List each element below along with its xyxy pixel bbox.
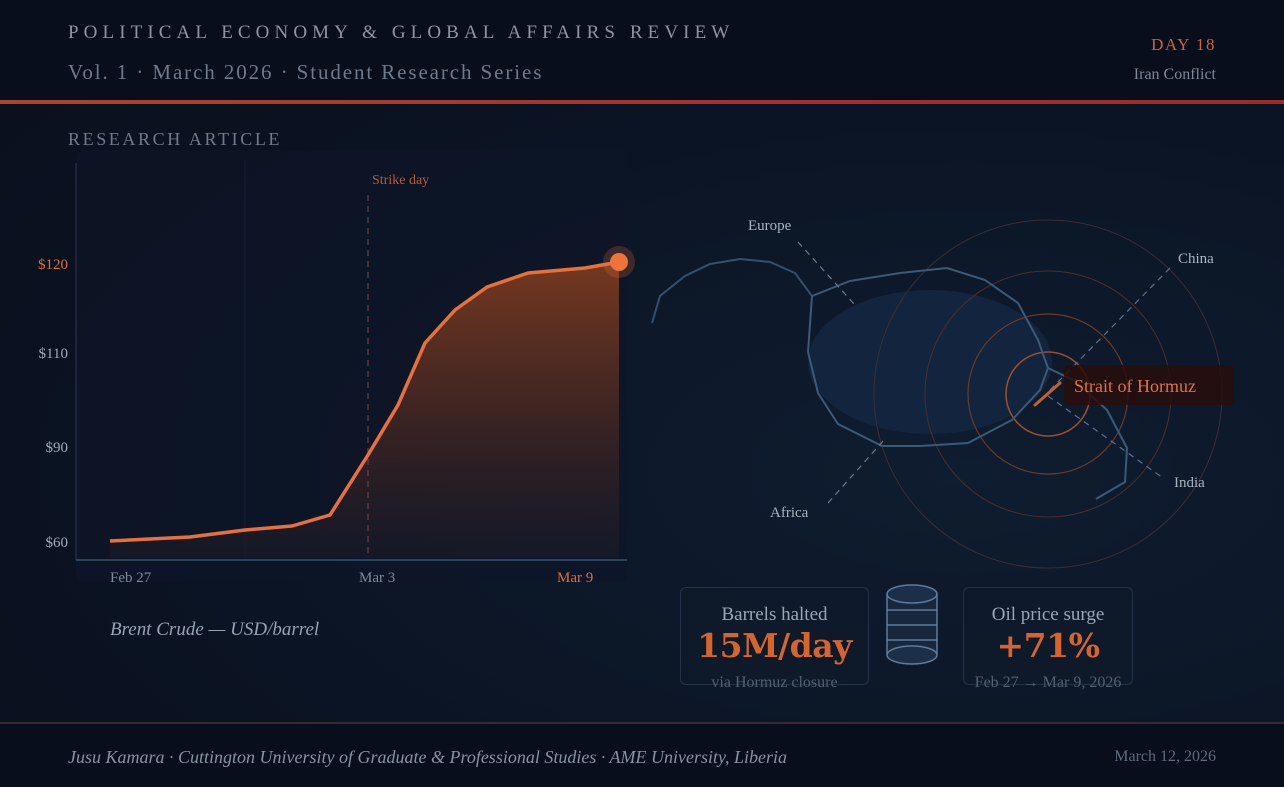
journal-subtitle: Vol. 1 · March 2026 · Student Research S… <box>68 60 544 84</box>
area-fill <box>110 262 619 558</box>
hormuz-map <box>651 219 1223 569</box>
price-line <box>109 260 620 543</box>
coastline-arabia <box>806 266 1050 447</box>
chart-caption: Brent Crude — USD/barrel <box>110 619 320 640</box>
route-india <box>1047 395 1164 479</box>
stat-subtitle: via Hormuz closure <box>711 674 838 691</box>
stat-card-barrels: Barrels halted 15M/day via Hormuz closur… <box>680 587 869 691</box>
highlight-point[interactable] <box>610 253 628 271</box>
topic-label: Iran Conflict <box>1133 66 1216 83</box>
journal-title: POLITICAL ECONOMY & GLOBAL AFFAIRS REVIE… <box>68 22 735 43</box>
stat-card-price-surge: Oil price surge +71% Feb 27 → Mar 9, 202… <box>963 587 1133 691</box>
y-tick-90: $90 <box>45 440 69 456</box>
route-europe <box>797 241 856 306</box>
x-tick-feb27: Feb 27 <box>110 570 152 586</box>
map-label-india: India <box>1174 475 1205 491</box>
section-label: RESEARCH ARTICLE <box>68 129 283 149</box>
x-tick-mar9: Mar 9 <box>557 570 594 586</box>
y-tick-110: $110 <box>38 346 68 362</box>
hormuz-callout: Strait of Hormuz <box>1064 365 1234 405</box>
y-tick-60: $60 <box>45 535 69 551</box>
region-shape <box>808 290 1052 434</box>
header: POLITICAL ECONOMY & GLOBAL AFFAIRS REVIE… <box>0 0 1284 101</box>
publication-date: March 12, 2026 <box>1114 748 1216 765</box>
map-label-china: China <box>1178 251 1214 267</box>
footer: Jusu Kamara · Cuttington University of G… <box>0 724 1284 787</box>
day-badge: DAY 18 <box>1151 35 1216 54</box>
stat-title: Barrels halted <box>721 604 828 625</box>
stat-title: Oil price surge <box>991 604 1105 625</box>
x-tick-mar3: Mar 3 <box>359 570 396 586</box>
route-china <box>1049 265 1173 391</box>
route-africa <box>827 439 885 504</box>
map-label-europe: Europe <box>748 218 792 234</box>
stat-value: +71% <box>996 626 1100 665</box>
y-tick-120: $120 <box>38 257 68 273</box>
map-label-africa: Africa <box>770 505 809 521</box>
coastline-europe <box>651 257 813 324</box>
header-divider <box>0 100 1284 104</box>
stat-subtitle: Feb 27 → Mar 9, 2026 <box>974 674 1122 691</box>
strike-day-annotation: Strike day <box>372 173 430 188</box>
author-line: Jusu Kamara · Cuttington University of G… <box>68 747 787 767</box>
stat-value: 15M/day <box>697 626 852 665</box>
footer-divider <box>0 722 1284 724</box>
oil-barrel-icon <box>886 584 938 665</box>
strait-marker <box>1033 381 1062 407</box>
